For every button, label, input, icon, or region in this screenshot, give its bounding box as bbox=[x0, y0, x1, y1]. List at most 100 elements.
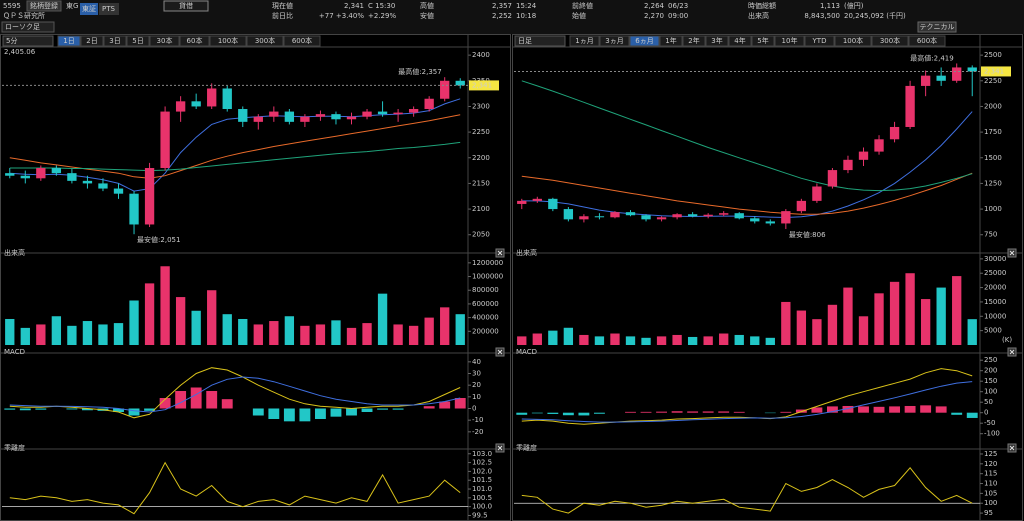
range-tab[interactable] bbox=[569, 35, 600, 47]
quote-value: 1,113 bbox=[820, 2, 840, 10]
high-annotation: 最高値:2,357 bbox=[398, 67, 441, 76]
exchange-tab[interactable] bbox=[99, 3, 119, 15]
exchange-tab[interactable] bbox=[80, 3, 98, 15]
technical-button[interactable] bbox=[917, 21, 957, 33]
macd-histogram bbox=[268, 408, 280, 419]
range-label[interactable]: 300本 bbox=[880, 36, 900, 45]
y-tick-label: 120 bbox=[984, 460, 997, 468]
chart-style[interactable]: ローソク足 bbox=[5, 23, 40, 31]
range-label[interactable]: 600本 bbox=[917, 36, 937, 45]
last-price-label: 2,341 bbox=[984, 67, 1004, 75]
close-icon[interactable] bbox=[497, 445, 503, 451]
range-tab[interactable] bbox=[774, 35, 805, 47]
candle-body bbox=[889, 126, 900, 140]
exchange-label[interactable]: 東証 bbox=[82, 4, 96, 13]
range-tab[interactable] bbox=[246, 35, 284, 47]
range-tab[interactable] bbox=[599, 35, 630, 47]
top-label: 2,405.06 bbox=[4, 48, 36, 56]
volume-unit: (K) bbox=[1002, 336, 1012, 344]
range-tab[interactable] bbox=[728, 35, 752, 47]
macd-histogram bbox=[221, 399, 233, 409]
range-label[interactable]: 30本 bbox=[157, 36, 173, 45]
range-label[interactable]: 1年 bbox=[665, 36, 676, 45]
range-tab[interactable] bbox=[871, 35, 909, 47]
range-label[interactable]: 60本 bbox=[187, 36, 203, 45]
range-tab[interactable] bbox=[126, 35, 150, 47]
candle-body bbox=[98, 183, 108, 189]
range-label[interactable]: 300本 bbox=[255, 36, 275, 45]
range-tab[interactable] bbox=[80, 35, 104, 47]
range-label[interactable]: 3ヵ月 bbox=[605, 37, 623, 45]
range-label[interactable]: 10年 bbox=[782, 36, 798, 45]
range-tab[interactable] bbox=[179, 35, 210, 47]
close-icon[interactable] bbox=[1009, 349, 1015, 355]
close-icon[interactable] bbox=[1009, 250, 1015, 256]
range-tab[interactable] bbox=[57, 35, 81, 47]
interval-select[interactable] bbox=[514, 35, 566, 47]
candle-body bbox=[300, 116, 310, 122]
range-label[interactable]: 5日 bbox=[132, 37, 143, 45]
range-tab[interactable] bbox=[149, 35, 180, 47]
candle-body bbox=[703, 214, 713, 217]
interval-select[interactable] bbox=[2, 35, 54, 47]
interval[interactable]: 日足 bbox=[518, 37, 532, 45]
candle-body bbox=[362, 111, 372, 117]
range-label[interactable]: 1日 bbox=[63, 37, 74, 45]
y-tick-label: 110 bbox=[984, 480, 997, 488]
range-tab[interactable] bbox=[209, 35, 247, 47]
range-label[interactable]: 3年 bbox=[711, 36, 722, 45]
close-icon[interactable] bbox=[1009, 445, 1015, 451]
close-icon[interactable] bbox=[497, 250, 503, 256]
moving-average bbox=[521, 80, 973, 192]
macd-histogram bbox=[966, 412, 978, 418]
range-label[interactable]: 1ヵ月 bbox=[575, 37, 593, 45]
range-label[interactable]: 100本 bbox=[218, 36, 238, 45]
technical-label[interactable]: テクニカル bbox=[920, 23, 955, 31]
volume-bar bbox=[144, 283, 155, 345]
macd-histogram bbox=[656, 411, 668, 413]
volume-bar bbox=[734, 334, 744, 345]
range-label[interactable]: 2年 bbox=[688, 36, 699, 45]
volume-bar bbox=[300, 325, 310, 345]
exchange-label[interactable]: PTS bbox=[102, 5, 115, 13]
volume-bar bbox=[82, 321, 93, 345]
close-icon[interactable] bbox=[497, 349, 503, 355]
range-tab[interactable] bbox=[705, 35, 729, 47]
range-label[interactable]: 6ヵ月 bbox=[635, 37, 653, 45]
range-tab[interactable] bbox=[629, 35, 660, 47]
volume-bar bbox=[889, 281, 900, 345]
range-label[interactable]: YTD bbox=[812, 37, 827, 45]
macd-histogram bbox=[562, 412, 574, 416]
y-tick-label: 150 bbox=[984, 377, 997, 385]
range-tab[interactable] bbox=[682, 35, 706, 47]
range-label[interactable]: 4年 bbox=[734, 36, 745, 45]
volume-bar bbox=[719, 333, 729, 345]
range-label[interactable]: 600本 bbox=[292, 36, 312, 45]
volume-bar bbox=[812, 319, 822, 345]
register-button[interactable] bbox=[26, 0, 62, 12]
candle-body bbox=[393, 112, 403, 115]
range-tab[interactable] bbox=[908, 35, 946, 47]
range-label[interactable]: 100本 bbox=[843, 36, 863, 45]
volume-bar bbox=[160, 266, 170, 345]
interval[interactable]: 5分 bbox=[6, 36, 17, 45]
range-tab[interactable] bbox=[804, 35, 835, 47]
register-label[interactable]: 銘柄登録 bbox=[30, 1, 58, 10]
macd-histogram bbox=[454, 398, 466, 409]
range-tab[interactable] bbox=[751, 35, 775, 47]
range-tab[interactable] bbox=[283, 35, 321, 47]
y-tick-label: 800000 bbox=[472, 286, 499, 294]
range-label[interactable]: 2日 bbox=[86, 37, 97, 45]
y-tick-label: 1000000 bbox=[472, 273, 503, 281]
range-label[interactable]: 3日 bbox=[109, 37, 120, 45]
range-tab[interactable] bbox=[659, 35, 683, 47]
range-tab[interactable] bbox=[834, 35, 872, 47]
chart-style-select[interactable] bbox=[1, 21, 55, 33]
candle-body bbox=[222, 88, 232, 110]
macd-line bbox=[9, 367, 461, 419]
candle-body bbox=[874, 139, 884, 152]
range-label[interactable]: 5年 bbox=[757, 36, 768, 45]
range-tab[interactable] bbox=[103, 35, 127, 47]
y-tick-label: 125 bbox=[984, 450, 997, 458]
macd-histogram bbox=[206, 391, 218, 409]
